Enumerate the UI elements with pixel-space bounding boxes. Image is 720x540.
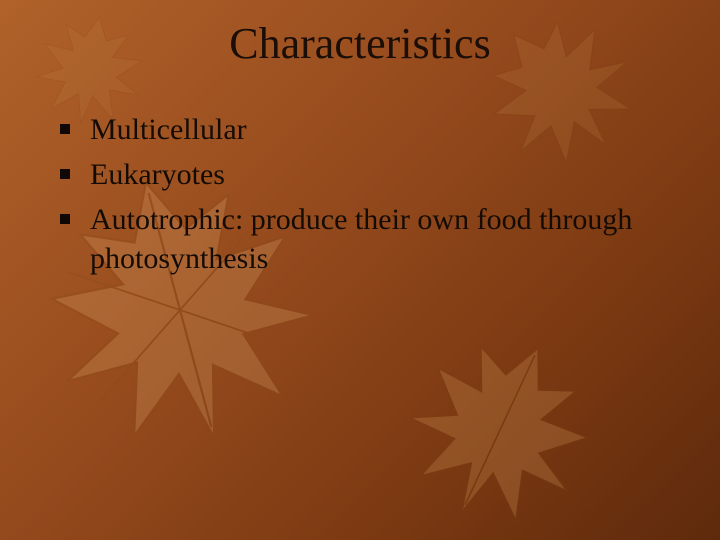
bullet-icon	[60, 124, 70, 134]
bullet-text: Multicellular	[90, 110, 247, 149]
list-item: Autotrophic: produce their own food thro…	[60, 200, 680, 278]
bullet-icon	[60, 169, 70, 179]
bullet-text: Eukaryotes	[90, 155, 225, 194]
list-item: Eukaryotes	[60, 155, 680, 194]
slide-body: Multicellular Eukaryotes Autotrophic: pr…	[60, 110, 680, 284]
slide-title: Characteristics	[0, 18, 720, 69]
list-item: Multicellular	[60, 110, 680, 149]
bullet-text: Autotrophic: produce their own food thro…	[90, 200, 680, 278]
slide: Characteristics Multicellular Eukaryotes…	[0, 0, 720, 540]
bullet-icon	[60, 214, 70, 224]
